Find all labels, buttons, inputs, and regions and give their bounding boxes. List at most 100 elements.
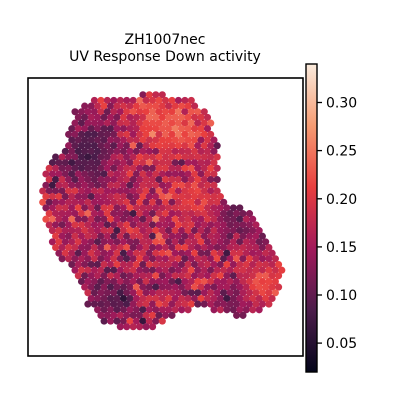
- spot: [123, 289, 131, 297]
- spot: [116, 277, 124, 286]
- spot: [97, 232, 105, 240]
- spot: [203, 272, 212, 280]
- spot: [113, 260, 121, 269]
- spot: [174, 289, 182, 297]
- spot: [178, 181, 186, 189]
- spot: [100, 181, 108, 189]
- spot: [58, 176, 66, 184]
- spot: [97, 266, 105, 274]
- spot: [161, 176, 170, 184]
- spot: [94, 306, 102, 314]
- spot: [203, 136, 212, 144]
- spot: [178, 227, 186, 235]
- spot: [200, 232, 208, 240]
- spot: [158, 170, 166, 178]
- spot: [155, 300, 163, 308]
- spot: [191, 204, 199, 212]
- spot: [207, 164, 215, 172]
- spot: [161, 130, 170, 138]
- spot: [77, 198, 86, 206]
- spot: [87, 249, 95, 257]
- spot: [100, 136, 108, 144]
- spot: [71, 232, 79, 240]
- spot: [181, 255, 189, 263]
- spot: [158, 238, 166, 246]
- spot: [129, 255, 137, 263]
- spot: [100, 283, 108, 291]
- spot: [77, 119, 86, 127]
- spot: [168, 311, 176, 319]
- spot: [87, 181, 95, 189]
- spot: [168, 108, 176, 116]
- spot: [171, 306, 179, 314]
- spot: [110, 187, 118, 195]
- spot: [84, 153, 92, 161]
- spot: [242, 238, 250, 246]
- spot: [116, 96, 124, 104]
- spot: [94, 170, 102, 178]
- spot: [239, 300, 247, 308]
- spot: [97, 300, 105, 308]
- spot: [197, 147, 205, 155]
- spot: [210, 181, 218, 189]
- spot: [119, 159, 128, 167]
- spot: [194, 176, 202, 184]
- spot: [213, 232, 221, 240]
- spot: [74, 204, 82, 212]
- spot: [152, 294, 160, 303]
- spot: [110, 232, 118, 240]
- spot: [90, 198, 98, 206]
- spot: [184, 227, 192, 235]
- spot: [252, 289, 260, 297]
- spot: [242, 306, 250, 314]
- spot: [161, 153, 170, 161]
- spot: [158, 272, 166, 280]
- spot: [113, 159, 121, 167]
- spot: [74, 136, 82, 144]
- spot: [233, 311, 241, 319]
- spot: [136, 210, 144, 218]
- spot: [136, 198, 144, 206]
- spot: [213, 210, 221, 218]
- spot: [275, 260, 283, 269]
- spot: [255, 260, 263, 269]
- spot: [103, 130, 111, 138]
- spot: [61, 181, 69, 189]
- spot: [229, 283, 237, 291]
- spot: [136, 153, 144, 161]
- spot: [107, 215, 115, 223]
- spot: [249, 238, 257, 246]
- spot: [110, 108, 118, 116]
- spot: [191, 283, 199, 291]
- spot: [110, 119, 118, 127]
- spot: [187, 300, 195, 308]
- spot: [161, 266, 170, 274]
- spot: [171, 227, 179, 235]
- spot: [103, 243, 111, 252]
- plot-frame: [27, 77, 304, 357]
- spot: [77, 187, 86, 195]
- spot: [181, 164, 189, 172]
- spot: [68, 260, 76, 269]
- spot: [200, 142, 208, 150]
- spot: [184, 249, 192, 257]
- spot: [187, 142, 195, 150]
- spot: [168, 176, 176, 184]
- spot: [123, 108, 131, 116]
- spot: [71, 243, 79, 252]
- spot: [142, 198, 150, 206]
- spot: [171, 249, 179, 257]
- spot: [207, 198, 215, 206]
- spot: [155, 153, 163, 161]
- spot: [126, 238, 134, 246]
- spot: [68, 249, 76, 257]
- spot: [87, 283, 95, 291]
- spot: [191, 272, 199, 280]
- spot: [197, 249, 205, 257]
- spot: [97, 221, 105, 229]
- spot: [184, 125, 192, 133]
- spot: [245, 289, 254, 297]
- spot: [61, 147, 69, 155]
- spot: [110, 210, 118, 218]
- spot: [123, 277, 131, 286]
